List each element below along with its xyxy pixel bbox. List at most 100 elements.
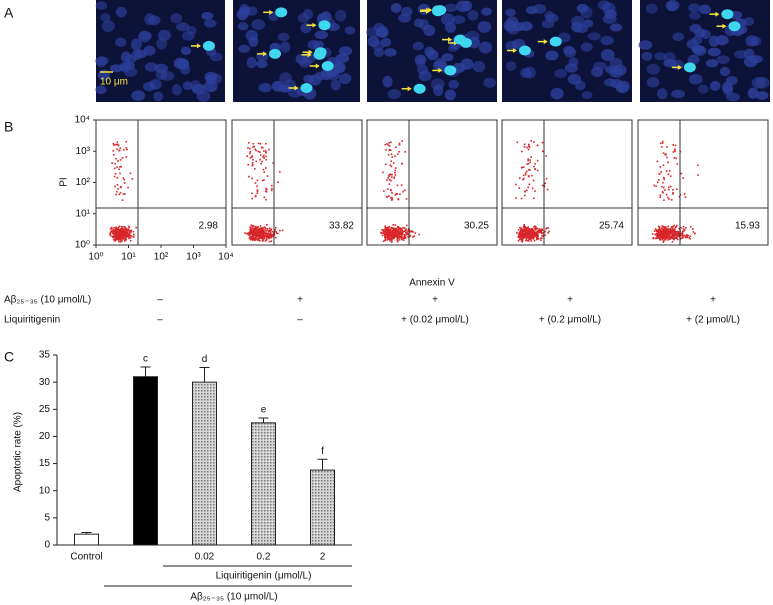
event-dot [686, 235, 688, 237]
event-dot [115, 229, 117, 232]
event-dot [526, 235, 528, 237]
nucleus [602, 14, 617, 24]
event-dot [125, 140, 128, 143]
event-dot [251, 177, 253, 180]
event-dot [523, 194, 526, 197]
nucleus [256, 60, 268, 69]
event-dot [521, 240, 524, 243]
event-dot [130, 230, 132, 233]
nucleus [707, 47, 721, 57]
event-dot [394, 224, 397, 226]
event-dot [263, 236, 265, 238]
event-dot [246, 155, 248, 157]
event-dot [390, 141, 392, 143]
error-bar [81, 532, 92, 535]
event-dot [418, 233, 420, 236]
event-dot [122, 229, 124, 231]
event-dot [388, 183, 391, 185]
event-dot [132, 235, 135, 238]
plot-frame [637, 119, 769, 246]
nucleus [300, 22, 312, 34]
event-dot [261, 229, 264, 231]
event-dot [253, 229, 256, 232]
event-dot [528, 175, 530, 178]
nucleus [477, 21, 492, 33]
event-dot [659, 166, 662, 168]
event-dot [542, 234, 545, 237]
event-dot [526, 239, 529, 242]
event-dot [394, 230, 397, 232]
event-dot [399, 230, 402, 233]
event-dot [387, 153, 390, 156]
event-dot [536, 159, 539, 162]
event-dot [517, 236, 519, 238]
event-dot [523, 146, 526, 148]
event-dot [257, 230, 260, 232]
event-dot [259, 225, 262, 227]
event-dot [405, 234, 407, 236]
event-dot [666, 232, 669, 234]
nucleus [698, 84, 709, 94]
event-dot [247, 233, 250, 236]
event-dot [672, 193, 674, 195]
error-bar [317, 458, 328, 471]
event-dot [665, 193, 668, 196]
nucleus [657, 88, 668, 100]
event-dot [516, 141, 519, 144]
event-dot [249, 147, 251, 150]
event-dot [672, 228, 674, 231]
event-dot [669, 185, 672, 188]
x-axis-label: Annexin V [409, 278, 455, 289]
event-dot [523, 225, 525, 227]
event-dot [674, 228, 676, 231]
nucleus [115, 37, 127, 48]
event-dot [116, 231, 119, 234]
treatment-value: + [710, 295, 716, 306]
event-dot [651, 233, 654, 235]
event-dot [677, 238, 679, 241]
nucleus [384, 48, 397, 57]
nucleus [750, 36, 762, 46]
apoptotic-nucleus [683, 62, 696, 73]
event-dot [119, 233, 122, 236]
event-dot [667, 235, 669, 238]
event-dot [656, 160, 659, 163]
event-dot [396, 193, 398, 195]
nucleus [615, 83, 629, 94]
error-bar [199, 366, 210, 383]
event-dot [117, 235, 120, 238]
event-dot [252, 235, 254, 238]
arrow-head [512, 48, 517, 54]
event-dot [124, 226, 126, 229]
nucleus [236, 8, 248, 21]
event-dot [132, 230, 135, 233]
event-dot [541, 150, 544, 153]
event-dot [262, 227, 265, 229]
event-dot [109, 232, 111, 235]
event-dot [671, 189, 674, 191]
nucleus [443, 3, 458, 13]
nucleus [115, 6, 127, 18]
nucleus [335, 9, 347, 22]
event-dot [268, 148, 270, 151]
nucleus [580, 42, 593, 52]
event-dot [119, 236, 121, 238]
event-dot [405, 198, 408, 200]
event-dot [515, 183, 517, 186]
group-label: Aβ₂₅₋₃₅ (10 μmol/L) [190, 592, 277, 603]
nucleus [201, 11, 214, 20]
event-dot [116, 190, 118, 193]
arrow-head [315, 63, 320, 69]
event-dot [116, 143, 119, 146]
event-dot [115, 193, 117, 196]
event-dot [387, 177, 389, 179]
event-dot [521, 235, 524, 238]
x-tick-label: 10⁴ [218, 252, 233, 263]
event-dot [663, 237, 665, 239]
event-dot [400, 227, 403, 230]
event-dot [677, 231, 680, 233]
event-dot [385, 195, 388, 198]
event-dot [521, 230, 523, 233]
event-dot [271, 230, 274, 233]
event-dot [391, 173, 393, 176]
